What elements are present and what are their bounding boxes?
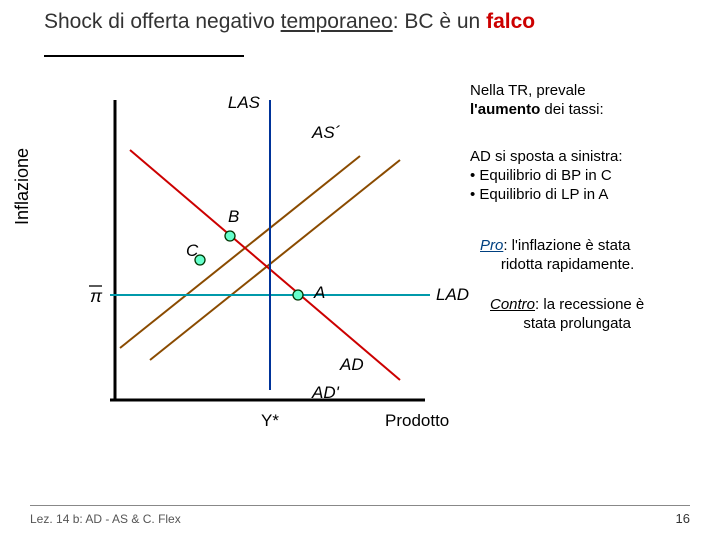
ad-curve [150, 160, 400, 360]
ad-line1: AD si sposta a sinistra: [470, 148, 623, 165]
contro-text2: stata prolungata [523, 315, 631, 332]
ad-bullet-2: • Equilibrio di LP in A [470, 186, 608, 203]
title-pre: Shock di offerta negativo [44, 10, 281, 33]
page-number: 16 [676, 511, 690, 526]
ad-label: AD [339, 355, 364, 374]
chart-container: ADAD'AS´LADLASπABCY*Prodotto [30, 90, 450, 470]
pro-text1: : l'inflazione è stata [503, 237, 630, 254]
contro-block: Contro: la recessione è stata prolungata [490, 296, 644, 334]
tr-line2b: dei tassi: [540, 101, 603, 118]
title-temporaneo: temporaneo [281, 10, 393, 33]
title-mid: : BC è un [393, 10, 486, 33]
ad-prime-curve [120, 156, 360, 348]
contro-text1: : la recessione è [535, 296, 644, 313]
tr-block: Nella TR, prevale l'aumento dei tassi: [470, 82, 604, 120]
point-b-label: B [228, 207, 239, 226]
y-star-label: Y* [261, 411, 279, 430]
x-axis-label: Prodotto [385, 411, 449, 430]
point-b [225, 231, 235, 241]
point-a [293, 290, 303, 300]
tr-line1: Nella TR, prevale [470, 82, 586, 99]
point-c-label: C [186, 241, 199, 260]
contro-label: Contro [490, 296, 535, 313]
tr-line2a: l'aumento [470, 101, 540, 118]
page-title: Shock di offerta negativo temporaneo: BC… [44, 10, 535, 34]
footer-divider [30, 505, 690, 506]
pro-label: Pro [480, 237, 503, 254]
ad-prime-label: AD' [311, 383, 340, 402]
pro-block: Pro: l'inflazione è stata ridotta rapida… [480, 237, 634, 275]
pro-text2: ridotta rapidamente. [501, 256, 634, 273]
footer-left: Lez. 14 b: AD - AS & C. Flex [30, 512, 181, 526]
point-a-label: A [313, 283, 325, 302]
title-underline-bar [44, 55, 244, 57]
lad-label: LAD [436, 285, 469, 304]
las-label: LAS [228, 93, 261, 112]
as-prime-label: AS´ [311, 123, 341, 142]
chart-svg: AD AD' AS´ LAD LAS π A B C Y* Prodotto [30, 90, 480, 450]
ad-shift-block: AD si sposta a sinistra: • Equilibrio di… [470, 148, 623, 204]
pi-bar-label: π [90, 286, 103, 306]
title-falco: falco [486, 10, 535, 33]
as-prime-curve [130, 150, 400, 380]
ad-bullet-1: • Equilibrio di BP in C [470, 167, 612, 184]
